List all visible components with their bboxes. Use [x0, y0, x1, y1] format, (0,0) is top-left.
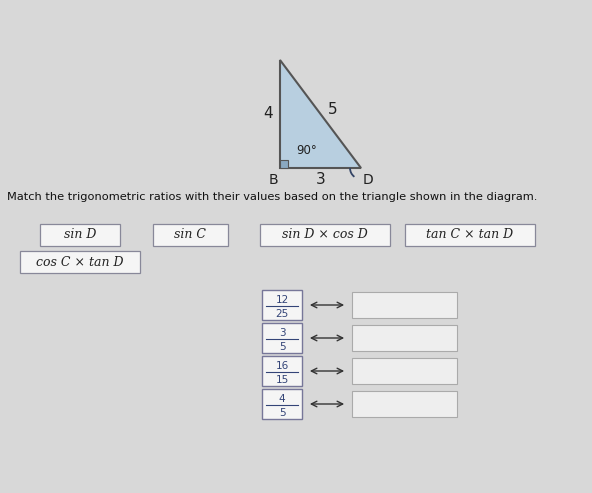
Text: 16: 16	[275, 361, 289, 371]
Bar	[352, 325, 457, 351]
Bar	[405, 224, 535, 246]
Text: sin C: sin C	[174, 228, 206, 242]
Text: 5: 5	[279, 408, 285, 418]
Text: B: B	[268, 173, 278, 187]
Bar	[262, 389, 302, 419]
Text: 25: 25	[275, 309, 289, 319]
Bar	[352, 358, 457, 384]
Bar	[260, 224, 390, 246]
Text: 12: 12	[275, 295, 289, 305]
Text: 5: 5	[328, 103, 337, 117]
Text: sin D × cos D: sin D × cos D	[282, 228, 368, 242]
Text: 15: 15	[275, 375, 289, 385]
Text: 5: 5	[279, 342, 285, 352]
Polygon shape	[280, 160, 288, 168]
Bar	[153, 224, 227, 246]
Bar	[352, 391, 457, 417]
Text: 3: 3	[316, 172, 326, 186]
Bar	[20, 251, 140, 273]
Text: 4: 4	[263, 106, 273, 121]
Text: cos C × tan D: cos C × tan D	[36, 255, 124, 269]
Text: D: D	[363, 173, 374, 187]
Bar	[40, 224, 120, 246]
Text: Match the trigonometric ratios with their values based on the triangle shown in : Match the trigonometric ratios with thei…	[7, 192, 538, 202]
Text: sin D: sin D	[64, 228, 96, 242]
Bar	[262, 323, 302, 353]
Bar	[352, 292, 457, 318]
Text: 3: 3	[279, 328, 285, 338]
Text: tan C × tan D: tan C × tan D	[426, 228, 514, 242]
Text: 4: 4	[279, 394, 285, 404]
Bar	[262, 356, 302, 386]
Bar	[262, 290, 302, 320]
Polygon shape	[280, 60, 361, 168]
Text: 90°: 90°	[296, 143, 317, 156]
